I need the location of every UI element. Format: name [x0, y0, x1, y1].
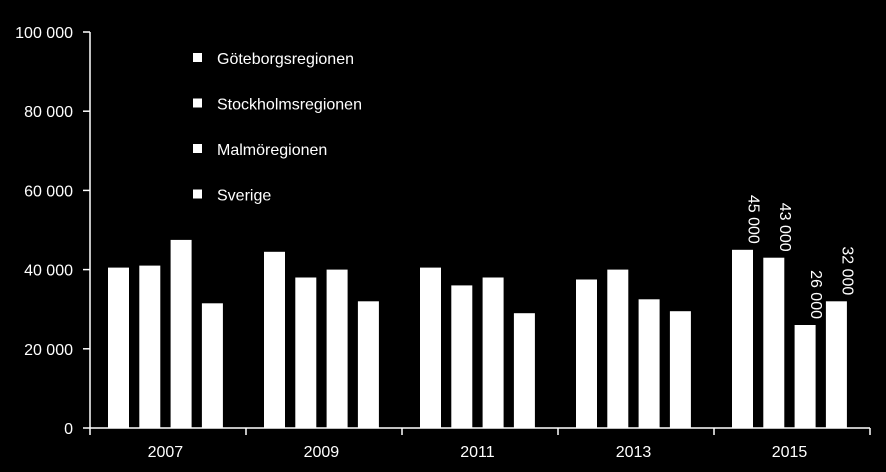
bar: [264, 251, 285, 428]
bar: [825, 301, 847, 428]
x-tick-label: 2009: [304, 444, 340, 461]
bar: [607, 269, 629, 428]
x-tick-label: 2015: [772, 444, 808, 461]
bar: [295, 277, 317, 428]
legend-swatch: [193, 189, 202, 199]
data-label: 32 000: [838, 246, 855, 295]
bar: [576, 279, 597, 428]
legend-label: Göteborgsregionen: [217, 51, 354, 68]
data-label: 26 000: [807, 270, 824, 319]
x-tick-label: 2011: [460, 444, 495, 461]
legend-swatch: [193, 144, 202, 153]
y-tick-label: 40 000: [24, 263, 73, 280]
data-label: 45 000: [745, 195, 762, 244]
bar: [108, 267, 129, 428]
legend-swatch: [193, 53, 202, 62]
bar: [420, 267, 441, 428]
y-tick-label: 80 000: [24, 104, 73, 121]
bar: [638, 299, 660, 428]
bar: [201, 303, 223, 428]
bar: [139, 265, 161, 428]
bar: [326, 269, 348, 428]
bar: [763, 257, 785, 428]
y-tick-label: 100 000: [15, 25, 73, 42]
bar: [732, 249, 753, 428]
bar: [669, 311, 691, 428]
bar: [357, 301, 379, 428]
legend-label: Stockholmsregionen: [217, 97, 362, 114]
x-tick-label: 2013: [616, 444, 652, 461]
bar: [794, 325, 816, 428]
bar: [482, 277, 504, 428]
bar: [170, 239, 192, 428]
legend-label: Malmöregionen: [217, 142, 327, 159]
legend-swatch: [193, 98, 202, 108]
y-tick-label: 20 000: [24, 342, 73, 359]
data-label: 43 000: [776, 203, 793, 252]
y-tick-label: 0: [64, 421, 73, 438]
y-tick-label: 60 000: [24, 183, 73, 200]
legend-label: Sverige: [217, 188, 271, 205]
bar: [451, 285, 473, 428]
x-tick-label: 2007: [148, 444, 184, 461]
bar: [513, 313, 535, 428]
